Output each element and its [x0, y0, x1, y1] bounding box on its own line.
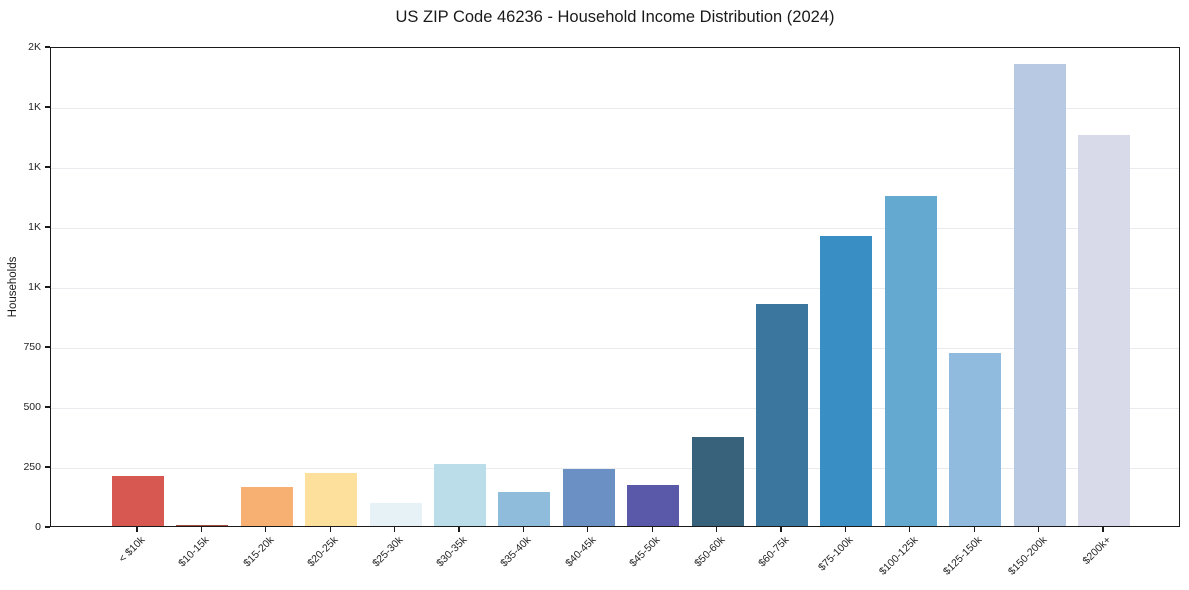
x-tick-label: $40-45k: [562, 534, 599, 570]
bar-$30-35k: [434, 464, 486, 526]
grid-line: [51, 347, 1179, 349]
grid-line: [51, 287, 1179, 289]
x-tick-mark: [651, 527, 653, 532]
bar-$150-200k: [1013, 64, 1066, 526]
x-tick-mark: [1037, 527, 1040, 532]
x-tick-mark: [844, 527, 847, 532]
y-tick-label: 1K: [28, 280, 41, 293]
x-tick-label: $150-200k: [1005, 534, 1050, 578]
x-tick-label: < $10k: [116, 534, 148, 565]
y-tick-mark: [45, 466, 50, 468]
bar-$60-75k: [756, 304, 808, 526]
x-tick-mark: [587, 527, 589, 532]
x-tick-label: $100-125k: [876, 534, 921, 578]
y-tick-label: 0: [35, 520, 41, 533]
x-tick-label: $25-30k: [369, 534, 406, 570]
y-tick-mark: [45, 406, 50, 408]
bar-$100-125k: [884, 196, 937, 526]
bar-$200k+: [1078, 134, 1130, 526]
x-tick-mark: [329, 527, 331, 532]
x-tick-mark: [1102, 527, 1104, 532]
x-tick-label: $75-100k: [816, 534, 856, 574]
grid-line: [51, 227, 1179, 229]
x-tick-mark: [458, 527, 460, 532]
y-tick-label: 1K: [28, 160, 41, 173]
x-tick-mark: [265, 527, 267, 532]
bar-< $10k: [112, 475, 164, 526]
bar-$45-50k: [627, 484, 680, 526]
y-tick-label: 250: [23, 460, 41, 473]
y-tick-mark: [45, 166, 50, 168]
grid-line: [51, 167, 1179, 169]
x-tick-mark: [715, 527, 718, 532]
bar-$25-30k: [369, 503, 422, 526]
grid-line: [51, 467, 1179, 469]
bar-$10-15k: [176, 524, 229, 526]
x-tick-label: $15-20k: [240, 534, 277, 570]
x-tick-mark: [780, 527, 782, 532]
y-tick-label: 2K: [28, 40, 41, 53]
x-tick-mark: [522, 527, 525, 532]
x-tick-label: $35-40k: [498, 534, 534, 570]
plot-area: [50, 47, 1180, 527]
x-tick-mark: [136, 527, 138, 532]
grid-line: [51, 107, 1179, 109]
bar-$75-100k: [820, 236, 873, 526]
bar-$50-60k: [691, 437, 744, 526]
x-tick-mark: [973, 527, 975, 532]
y-tick-mark: [45, 346, 50, 348]
bar-$20-25k: [305, 472, 358, 526]
bar-$125-150k: [949, 352, 1002, 526]
x-tick-mark: [200, 527, 203, 532]
y-tick-label: 750: [23, 340, 41, 353]
bar-$15-20k: [240, 487, 293, 526]
y-tick-mark: [45, 526, 50, 528]
y-tick-mark: [45, 286, 50, 288]
y-tick-mark: [45, 106, 50, 108]
y-tick-label: 1K: [28, 220, 41, 233]
grid-line: [51, 407, 1179, 409]
y-tick-mark: [45, 46, 50, 48]
x-tick-label: $50-60k: [691, 534, 728, 570]
chart-title: US ZIP Code 46236 - Household Income Dis…: [395, 8, 835, 26]
bar-$40-45k: [562, 468, 615, 526]
y-tick-mark: [45, 226, 50, 228]
x-tick-mark: [909, 527, 911, 532]
x-tick-label: $10-15k: [176, 534, 212, 570]
y-tick-label: 500: [23, 400, 41, 413]
bar-$35-40k: [498, 491, 551, 526]
y-tick-label: 1K: [28, 100, 41, 113]
x-tick-mark: [393, 527, 396, 532]
